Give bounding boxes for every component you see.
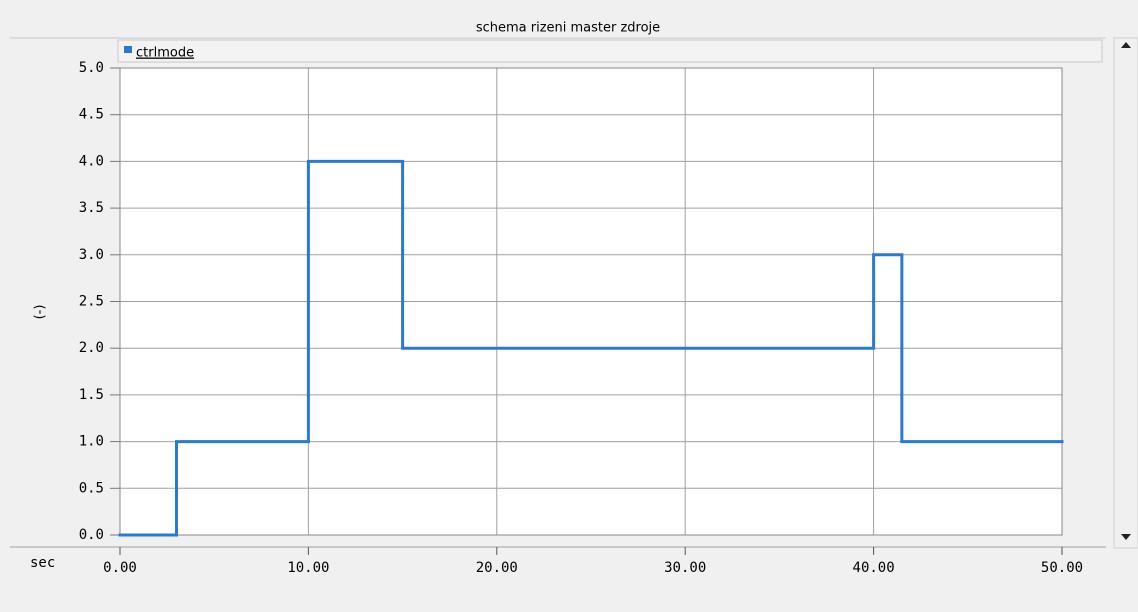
x-tick-label: 20.00 <box>476 560 518 576</box>
y-tick-label: 4.0 <box>79 153 104 169</box>
y-tick-label: 1.5 <box>79 387 104 403</box>
x-axis-label: sec <box>30 555 55 571</box>
y-tick-label: 2.0 <box>79 340 104 356</box>
x-tick-label: 40.00 <box>853 560 895 576</box>
y-tick-label: 3.5 <box>79 200 104 216</box>
legend-bar <box>117 39 1103 63</box>
y-tick-label: 1.0 <box>79 434 104 450</box>
scroll-down[interactable] <box>1121 534 1131 540</box>
y-tick-label: 3.0 <box>79 247 104 263</box>
x-tick-label: 10.00 <box>287 560 329 576</box>
y-tick-label: 0.5 <box>79 480 104 496</box>
y-tick-label: 2.5 <box>79 294 104 310</box>
chart-title: schema rizeni master zdroje <box>476 21 660 36</box>
scrollbar[interactable] <box>1113 37 1138 549</box>
x-tick-label: 50.00 <box>1041 560 1083 576</box>
x-tick-label: 30.00 <box>664 560 706 576</box>
x-tick-label: 0.00 <box>103 560 137 576</box>
y-tick-label: 4.5 <box>79 107 104 123</box>
scroll-up[interactable] <box>1121 42 1131 48</box>
legend-label[interactable]: ctrlmode <box>136 46 194 61</box>
y-tick-label: 5.0 <box>79 60 104 76</box>
y-tick-label: 0.0 <box>79 527 104 543</box>
legend-swatch <box>124 46 132 53</box>
plot-border <box>119 67 1063 536</box>
y-axis-label: (-) <box>33 305 48 320</box>
